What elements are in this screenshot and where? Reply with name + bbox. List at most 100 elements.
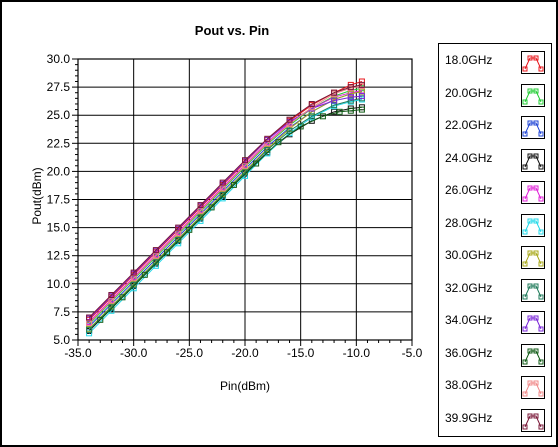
legend-swatch-icon bbox=[521, 51, 545, 74]
series-39.9GHz bbox=[86, 81, 365, 321]
data-point bbox=[164, 249, 171, 256]
legend-label: 26.0GHz bbox=[445, 183, 493, 197]
plot-border bbox=[77, 58, 413, 341]
data-point bbox=[175, 237, 182, 243]
data-point bbox=[358, 106, 365, 113]
x-tick-label: -30.0 bbox=[120, 346, 148, 360]
data-point bbox=[108, 297, 115, 304]
data-point bbox=[347, 90, 354, 97]
legend-item: 38.0GHz bbox=[439, 370, 551, 403]
data-point bbox=[108, 304, 115, 311]
y-tick-label: 15.0 bbox=[47, 221, 71, 235]
data-point bbox=[197, 207, 204, 214]
data-point bbox=[308, 101, 315, 107]
data-point bbox=[152, 252, 159, 259]
x-tick-label: -35.0 bbox=[64, 346, 92, 360]
data-point bbox=[286, 116, 293, 123]
legend-label: 32.0GHz bbox=[445, 280, 493, 295]
data-point bbox=[347, 84, 354, 91]
legend-swatch-icon bbox=[521, 376, 545, 399]
legend-item: 22.0GHz bbox=[439, 110, 551, 143]
data-point bbox=[219, 192, 226, 198]
y-tick-label: 7.5 bbox=[53, 305, 70, 319]
data-point bbox=[286, 127, 293, 134]
data-point bbox=[308, 113, 315, 120]
y-tick-label: 17.5 bbox=[47, 193, 71, 207]
x-tick-label: -25.0 bbox=[176, 346, 204, 360]
data-point bbox=[86, 320, 93, 327]
legend-item: 36.0GHz bbox=[439, 338, 551, 371]
data-point bbox=[141, 271, 148, 278]
data-point bbox=[130, 269, 137, 276]
axes: -35.0 -30.0 -25.0 -20.0 -15.0 -10.0 -5.0 5.0 7.5… bbox=[47, 52, 423, 360]
series-line bbox=[88, 84, 362, 318]
legend-swatch-icon bbox=[521, 83, 545, 107]
legend-label: 38.0GHz bbox=[445, 378, 493, 392]
data-point bbox=[130, 281, 137, 288]
data-point bbox=[152, 247, 159, 254]
data-point bbox=[175, 224, 182, 231]
data-point bbox=[152, 259, 159, 266]
data-point bbox=[242, 157, 248, 164]
legend-swatch-icon bbox=[521, 408, 545, 432]
chart-title: Pout vs. Pin bbox=[195, 23, 269, 38]
y-tick-label: 10.0 bbox=[47, 277, 71, 291]
data-point bbox=[331, 89, 338, 96]
legend-label: 36.0GHz bbox=[445, 345, 493, 360]
data-point bbox=[197, 202, 204, 209]
data-point bbox=[253, 160, 260, 167]
data-point bbox=[86, 314, 93, 321]
data-point bbox=[230, 181, 237, 188]
x-axis-label: Pin(dBm) bbox=[220, 379, 270, 393]
y-tick-label: 5.0 bbox=[53, 333, 70, 347]
legend-label: 30.0GHz bbox=[445, 248, 493, 262]
data-point bbox=[331, 97, 338, 104]
legend: 18.0GHz 20.0GHz 22.0GHz 24.0GHz 26.0GHz 28.0G… bbox=[438, 43, 552, 437]
series-38.0GHz bbox=[86, 83, 365, 327]
data-point bbox=[336, 108, 343, 115]
data-point bbox=[219, 185, 226, 192]
y-tick-label: 30.0 bbox=[47, 52, 71, 66]
y-tick-label: 27.5 bbox=[47, 80, 71, 94]
legend-label: 20.0GHz bbox=[445, 85, 493, 100]
data-point bbox=[130, 275, 137, 282]
data-point bbox=[208, 204, 215, 211]
data-point bbox=[275, 139, 282, 146]
series-line bbox=[88, 87, 363, 325]
legend-swatch-icon bbox=[521, 148, 545, 172]
series-line bbox=[88, 97, 363, 331]
legend-label: 18.0GHz bbox=[445, 53, 493, 67]
y-tick-label: 12.5 bbox=[47, 249, 71, 263]
data-point bbox=[119, 294, 126, 301]
legend-item: 28.0GHz bbox=[439, 208, 551, 241]
data-point bbox=[108, 292, 115, 298]
legend-item: 32.0GHz bbox=[439, 273, 551, 306]
legend-item: 24.0GHz bbox=[439, 143, 551, 176]
data-point bbox=[347, 97, 354, 104]
y-tick-label: 22.5 bbox=[47, 136, 71, 150]
y-axis-label: Pout(dBm) bbox=[30, 167, 44, 224]
data-point bbox=[347, 107, 354, 114]
data-point bbox=[319, 113, 326, 120]
legend-label: 39.9GHz bbox=[445, 410, 493, 425]
legend-item: 34.0GHz bbox=[439, 305, 551, 338]
x-tick-label: -20.0 bbox=[231, 346, 259, 360]
legend-swatch-icon bbox=[521, 278, 545, 302]
x-tick-label: -10.0 bbox=[343, 346, 371, 360]
legend-label: 28.0GHz bbox=[445, 215, 493, 230]
x-tick-label: -5.0 bbox=[402, 346, 423, 360]
data-point bbox=[242, 169, 248, 176]
data-point bbox=[219, 179, 226, 186]
data-point bbox=[97, 316, 104, 323]
series-36.0GHz bbox=[97, 106, 365, 323]
legend-label: 22.0GHz bbox=[445, 118, 493, 132]
legend-item: 18.0GHz bbox=[439, 45, 551, 78]
data-point bbox=[297, 123, 304, 130]
legend-swatch-icon bbox=[521, 343, 545, 367]
data-point bbox=[175, 230, 182, 237]
data-point bbox=[358, 81, 365, 88]
grid bbox=[77, 58, 413, 341]
legend-swatch-icon bbox=[521, 116, 545, 139]
